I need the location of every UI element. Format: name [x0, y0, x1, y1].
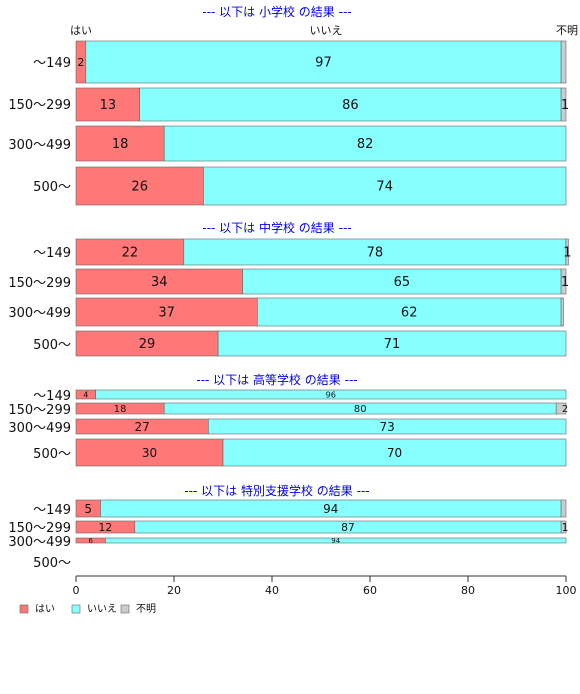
bar-segment-yes — [75, 87, 141, 122]
bar-segment-no — [208, 418, 567, 435]
header-label-unknown: 不明 — [556, 24, 578, 37]
data-label-unknown: 2 — [562, 404, 568, 415]
bar-segment-no — [105, 537, 567, 544]
legend-label-unknown: 不明 — [136, 603, 156, 615]
category-label: 150～299 — [8, 98, 71, 113]
data-label-no: 82 — [357, 137, 374, 152]
header-label-no: いいえ — [310, 24, 343, 37]
category-label: ～149 — [33, 246, 71, 261]
bar-segment-unknown — [555, 402, 567, 415]
data-label-no: 70 — [387, 446, 402, 460]
category-label: 300～499 — [8, 421, 71, 436]
bar-segment-unknown — [560, 268, 567, 295]
data-label-no: 86 — [342, 98, 359, 113]
data-label-unknown: 1 — [561, 275, 569, 290]
bar-segment-yes — [75, 297, 258, 327]
bar-segment-yes — [75, 125, 165, 162]
legend-swatch-yes — [19, 604, 29, 614]
data-label-yes: 29 — [139, 337, 156, 352]
bar-segment-yes — [75, 438, 224, 467]
data-label-yes: 12 — [99, 521, 113, 534]
category-label: 150～299 — [8, 403, 71, 418]
bar-segment-yes — [75, 238, 185, 266]
category-label: 300～499 — [8, 138, 71, 153]
bar-segment-unknown — [560, 499, 567, 518]
bar-segment-no — [242, 268, 562, 295]
data-label-yes: 27 — [135, 420, 150, 434]
bar-segment-no — [203, 166, 567, 206]
data-label-unknown: 1 — [561, 98, 569, 113]
bar-segment-unknown — [565, 238, 569, 266]
data-label-no: 78 — [367, 246, 384, 261]
bar-segment-no — [256, 297, 562, 327]
data-label-no: 62 — [401, 306, 418, 321]
legend-swatch-unknown — [120, 604, 130, 614]
data-label-unknown: 1 — [563, 246, 571, 261]
bar-segment-unknown — [560, 87, 567, 122]
bar-segment-yes — [75, 268, 243, 295]
data-label-yes: 18 — [114, 404, 127, 415]
bar-segment-yes — [75, 166, 204, 206]
category-label: 500～ — [33, 556, 71, 571]
category-label: ～149 — [33, 389, 71, 404]
x-tick-label: 80 — [461, 584, 475, 597]
bar-segment-unknown — [560, 40, 567, 84]
data-label-yes: 30 — [142, 446, 157, 460]
data-label-yes: 22 — [122, 246, 139, 261]
category-label: 150～299 — [8, 521, 71, 536]
bar-segment-unknown — [560, 520, 567, 534]
data-label-yes: 6 — [88, 537, 93, 545]
data-label-yes: 37 — [158, 306, 175, 321]
data-label-no: 87 — [341, 521, 355, 534]
data-label-yes: 18 — [112, 137, 129, 152]
legend-label-no: いいえ — [87, 603, 117, 615]
bar-segment-yes — [75, 330, 219, 357]
data-label-no: 71 — [384, 337, 401, 352]
header-label-yes: はい — [70, 24, 92, 37]
section-title: --- 以下は 小学校 の結果 --- — [202, 4, 351, 19]
data-label-yes: 26 — [131, 180, 148, 195]
bar-segment-no — [217, 330, 567, 357]
legend-label-yes: はい — [35, 603, 55, 615]
category-label: 500～ — [33, 180, 71, 195]
section-title: --- 以下は 高等学校 の結果 --- — [196, 372, 357, 387]
section-title: --- 以下は 中学校 の結果 --- — [202, 220, 351, 235]
data-label-yes: 2 — [77, 56, 84, 69]
category-label: 500～ — [33, 447, 71, 462]
data-label-no: 96 — [326, 389, 336, 399]
x-tick-label: 40 — [265, 584, 279, 597]
bar-segment-no — [183, 238, 567, 266]
data-label-no: 94 — [323, 502, 338, 516]
data-label-no: 65 — [394, 275, 411, 290]
data-label-no: 74 — [376, 180, 393, 195]
category-label: ～149 — [33, 503, 71, 518]
data-label-no: 94 — [331, 537, 340, 545]
data-label-no: 80 — [354, 404, 367, 415]
category-label: 300～499 — [8, 535, 71, 550]
x-tick-label: 20 — [167, 584, 181, 597]
category-label: ～149 — [33, 56, 71, 71]
bar-segment-no — [163, 125, 567, 162]
bar-segment-no — [95, 389, 567, 400]
data-label-no: 97 — [315, 56, 332, 71]
data-label-yes: 4 — [83, 389, 88, 399]
x-tick-label: 0 — [73, 584, 80, 597]
legend-swatch-no — [71, 604, 81, 614]
category-label: 150～299 — [8, 276, 71, 291]
category-label: 500～ — [33, 338, 71, 353]
data-label-yes: 13 — [100, 98, 117, 113]
x-tick-label: 100 — [556, 584, 577, 597]
section-title: --- 以下は 特別支援学校 の結果 --- — [184, 483, 369, 498]
data-label-yes: 5 — [84, 502, 92, 516]
data-label-yes: 34 — [151, 275, 168, 290]
bar-segment-unknown — [560, 297, 564, 327]
category-label: 300～499 — [8, 306, 71, 321]
data-label-no: 73 — [380, 420, 395, 434]
bar-segment-no — [222, 438, 567, 467]
data-label-unknown: 1 — [562, 521, 569, 534]
x-tick-label: 60 — [363, 584, 377, 597]
